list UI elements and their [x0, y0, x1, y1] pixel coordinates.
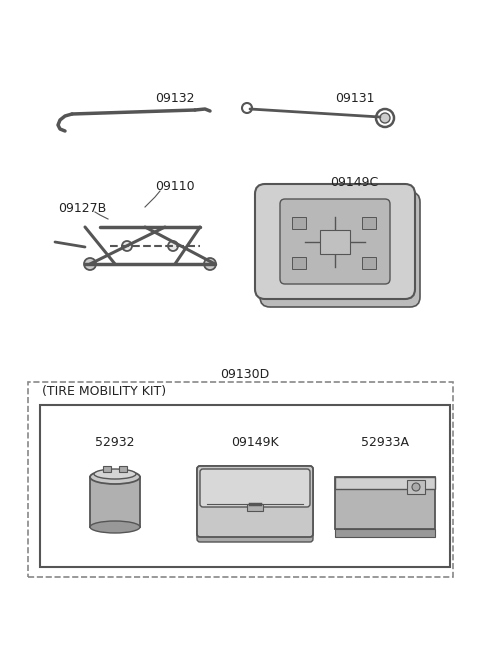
- FancyBboxPatch shape: [280, 199, 390, 284]
- Circle shape: [380, 113, 390, 123]
- FancyBboxPatch shape: [260, 192, 420, 307]
- Text: 09131: 09131: [335, 93, 374, 106]
- Circle shape: [84, 258, 96, 270]
- Bar: [320, 230, 350, 254]
- Text: 09149K: 09149K: [231, 436, 279, 449]
- Bar: [28, 382, 453, 577]
- Ellipse shape: [94, 469, 136, 479]
- Bar: [362, 257, 376, 269]
- Bar: [103, 466, 111, 472]
- Bar: [335, 477, 435, 529]
- Bar: [247, 504, 263, 511]
- Bar: [407, 480, 425, 494]
- Text: (TIRE MOBILITY KIT): (TIRE MOBILITY KIT): [42, 386, 166, 399]
- Bar: [119, 466, 127, 472]
- Circle shape: [204, 258, 216, 270]
- Ellipse shape: [90, 521, 140, 533]
- Bar: [90, 477, 140, 527]
- Circle shape: [168, 241, 178, 251]
- Bar: [292, 257, 306, 269]
- Text: 52932: 52932: [95, 436, 135, 449]
- Text: 09127B: 09127B: [58, 202, 106, 215]
- Ellipse shape: [90, 470, 140, 484]
- Text: 09149C: 09149C: [330, 177, 378, 189]
- Circle shape: [122, 241, 132, 251]
- Bar: [40, 405, 450, 567]
- FancyBboxPatch shape: [200, 469, 310, 507]
- FancyBboxPatch shape: [255, 184, 415, 299]
- Circle shape: [412, 483, 420, 491]
- Bar: [292, 217, 306, 229]
- Bar: [335, 529, 435, 537]
- Bar: [335, 477, 435, 489]
- Text: 09130D: 09130D: [220, 369, 269, 382]
- Text: 09110: 09110: [155, 181, 194, 194]
- Text: 09132: 09132: [155, 93, 194, 106]
- FancyBboxPatch shape: [197, 466, 313, 537]
- Bar: [362, 217, 376, 229]
- Text: 52933A: 52933A: [361, 436, 409, 449]
- FancyBboxPatch shape: [197, 466, 313, 542]
